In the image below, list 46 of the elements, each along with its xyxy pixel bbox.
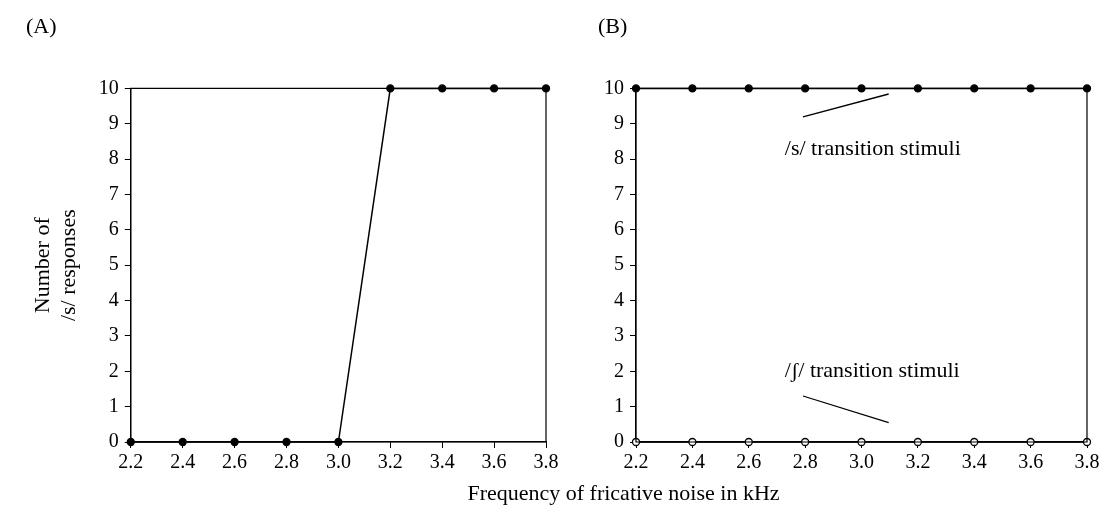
x-tick-label: 3.4 bbox=[429, 450, 455, 473]
x-tick-label: 2.2 bbox=[623, 450, 649, 473]
y-tick-label: 6 bbox=[108, 217, 119, 240]
x-tick-label: 2.6 bbox=[736, 450, 762, 473]
legend-label: /s/ transition stimuli bbox=[784, 134, 961, 161]
x-tick-label: 2.4 bbox=[170, 450, 196, 473]
y-tick-label: 1 bbox=[108, 393, 119, 416]
y-tick-label: 9 bbox=[108, 111, 119, 134]
text: /ʃ/ transition stimuli bbox=[784, 357, 960, 384]
x-tick-label: 3.2 bbox=[905, 450, 931, 473]
y-tick-label: 0 bbox=[614, 429, 624, 452]
x-tick-label: 2.6 bbox=[222, 450, 248, 473]
x-tick-label: 3.2 bbox=[377, 450, 403, 473]
y-tick-label: 10 bbox=[604, 75, 624, 98]
y-tick-label: 5 bbox=[108, 252, 119, 275]
chart-title: (B) bbox=[598, 12, 628, 38]
x-tick-label: 3.0 bbox=[325, 450, 351, 473]
y-tick-label: 10 bbox=[98, 75, 119, 98]
x-tick-label: 3.0 bbox=[849, 450, 874, 473]
x-tick-label: 3.8 bbox=[1074, 450, 1100, 473]
x-tick-label: 2.4 bbox=[679, 450, 705, 473]
x-tick-label: 3.6 bbox=[481, 450, 507, 473]
y-tick-label: 9 bbox=[614, 111, 624, 134]
y-tick-label: 7 bbox=[108, 181, 119, 204]
chart-title: (A) bbox=[26, 12, 57, 38]
y-tick-label: 4 bbox=[108, 287, 119, 310]
y-tick-label: 7 bbox=[614, 181, 624, 204]
x-axis-title: Frequency of fricative noise in kHz bbox=[466, 480, 781, 506]
x-tick-label: 2.2 bbox=[118, 450, 144, 473]
y-tick-label: 3 bbox=[614, 323, 624, 346]
y-tick-label: 3 bbox=[108, 323, 119, 346]
x-tick-label: 3.6 bbox=[1018, 450, 1044, 473]
y-tick-label: 4 bbox=[614, 287, 624, 310]
y-tick-label: 2 bbox=[614, 358, 624, 381]
y-tick-label: 8 bbox=[108, 146, 119, 169]
y-tick-label: 0 bbox=[108, 429, 119, 452]
x-tick-label: 2.8 bbox=[274, 450, 299, 473]
x-tick-label: 3.8 bbox=[533, 450, 559, 473]
y-axis-title: Number of /s/ responses bbox=[28, 209, 81, 322]
y-tick-label: 2 bbox=[108, 358, 119, 381]
y-tick-label: 6 bbox=[614, 217, 624, 240]
x-tick-label: 3.4 bbox=[961, 450, 987, 473]
x-tick-label: 2.8 bbox=[792, 450, 818, 473]
y-tick-label: 5 bbox=[614, 252, 624, 275]
y-tick-label: 1 bbox=[614, 393, 624, 416]
y-tick-label: 8 bbox=[614, 146, 624, 169]
